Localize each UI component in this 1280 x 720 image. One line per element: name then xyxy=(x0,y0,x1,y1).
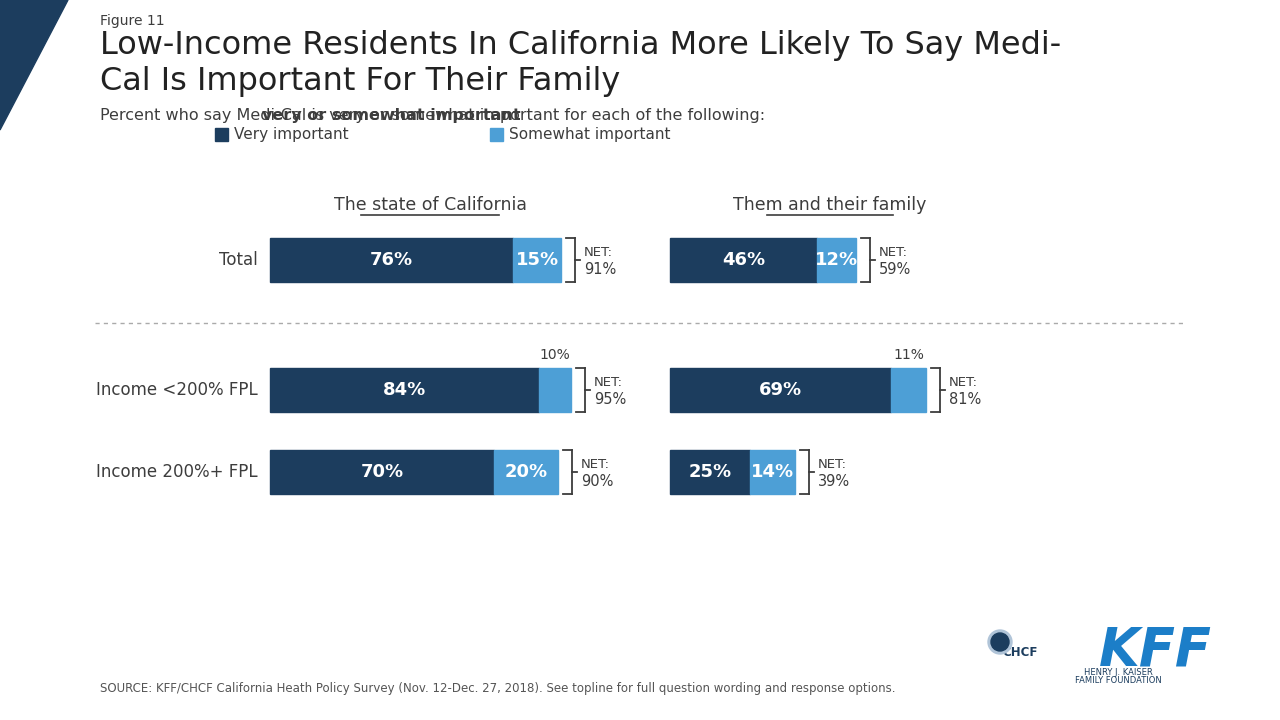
Text: Income <200% FPL: Income <200% FPL xyxy=(96,381,259,399)
Bar xyxy=(669,368,891,412)
Text: NET:: NET: xyxy=(594,377,623,390)
Bar xyxy=(669,450,750,494)
Text: 59%: 59% xyxy=(878,261,911,276)
Bar xyxy=(494,450,558,494)
Bar xyxy=(270,368,539,412)
Text: 14%: 14% xyxy=(751,463,794,481)
Text: 10%: 10% xyxy=(539,348,570,362)
Text: 95%: 95% xyxy=(594,392,626,407)
Text: very or somewhat important: very or somewhat important xyxy=(262,108,521,123)
Text: 81%: 81% xyxy=(948,392,982,407)
Text: CHCF: CHCF xyxy=(1002,646,1038,659)
Text: 69%: 69% xyxy=(759,381,803,399)
Circle shape xyxy=(991,633,1009,651)
Text: HENRY J. KAISER: HENRY J. KAISER xyxy=(1084,668,1152,677)
Text: NET:: NET: xyxy=(581,459,611,472)
Text: 91%: 91% xyxy=(584,261,617,276)
Text: 90%: 90% xyxy=(581,474,613,488)
Text: NET:: NET: xyxy=(584,246,613,259)
Text: 46%: 46% xyxy=(722,251,765,269)
Text: SOURCE: KFF/CHCF California Heath Policy Survey (Nov. 12-Dec. 27, 2018). See top: SOURCE: KFF/CHCF California Heath Policy… xyxy=(100,682,896,695)
Text: 20%: 20% xyxy=(504,463,548,481)
Bar xyxy=(490,128,503,141)
Text: NET:: NET: xyxy=(948,377,978,390)
Bar xyxy=(270,238,513,282)
Bar xyxy=(513,238,561,282)
Text: 70%: 70% xyxy=(361,463,403,481)
Text: Figure 11: Figure 11 xyxy=(100,14,165,28)
Text: 25%: 25% xyxy=(689,463,732,481)
Text: Low-Income Residents In California More Likely To Say Medi-: Low-Income Residents In California More … xyxy=(100,30,1061,61)
Text: 12%: 12% xyxy=(815,251,858,269)
Text: KFF: KFF xyxy=(1098,624,1211,676)
Text: Percent who say Medi-Cal is very or somewhat important for each of the following: Percent who say Medi-Cal is very or some… xyxy=(100,108,765,123)
Bar xyxy=(270,450,494,494)
Text: 84%: 84% xyxy=(383,381,426,399)
Text: Total: Total xyxy=(219,251,259,269)
Bar xyxy=(669,238,817,282)
Text: Them and their family: Them and their family xyxy=(733,196,927,214)
Text: NET:: NET: xyxy=(818,459,847,472)
Text: Somewhat important: Somewhat important xyxy=(509,127,671,143)
Text: Cal Is Important For Their Family: Cal Is Important For Their Family xyxy=(100,66,621,97)
Text: 11%: 11% xyxy=(893,348,924,362)
Bar xyxy=(817,238,855,282)
Text: 39%: 39% xyxy=(818,474,850,488)
Text: 76%: 76% xyxy=(370,251,413,269)
Polygon shape xyxy=(0,0,68,130)
Text: NET:: NET: xyxy=(878,246,908,259)
Text: Income 200%+ FPL: Income 200%+ FPL xyxy=(96,463,259,481)
Bar xyxy=(891,368,925,412)
Text: 15%: 15% xyxy=(516,251,559,269)
Bar xyxy=(215,128,228,141)
Text: FAMILY FOUNDATION: FAMILY FOUNDATION xyxy=(1075,676,1161,685)
Circle shape xyxy=(988,630,1012,654)
Bar xyxy=(539,368,571,412)
Text: The state of California: The state of California xyxy=(334,196,526,214)
Bar xyxy=(750,450,795,494)
Text: Very important: Very important xyxy=(234,127,348,143)
